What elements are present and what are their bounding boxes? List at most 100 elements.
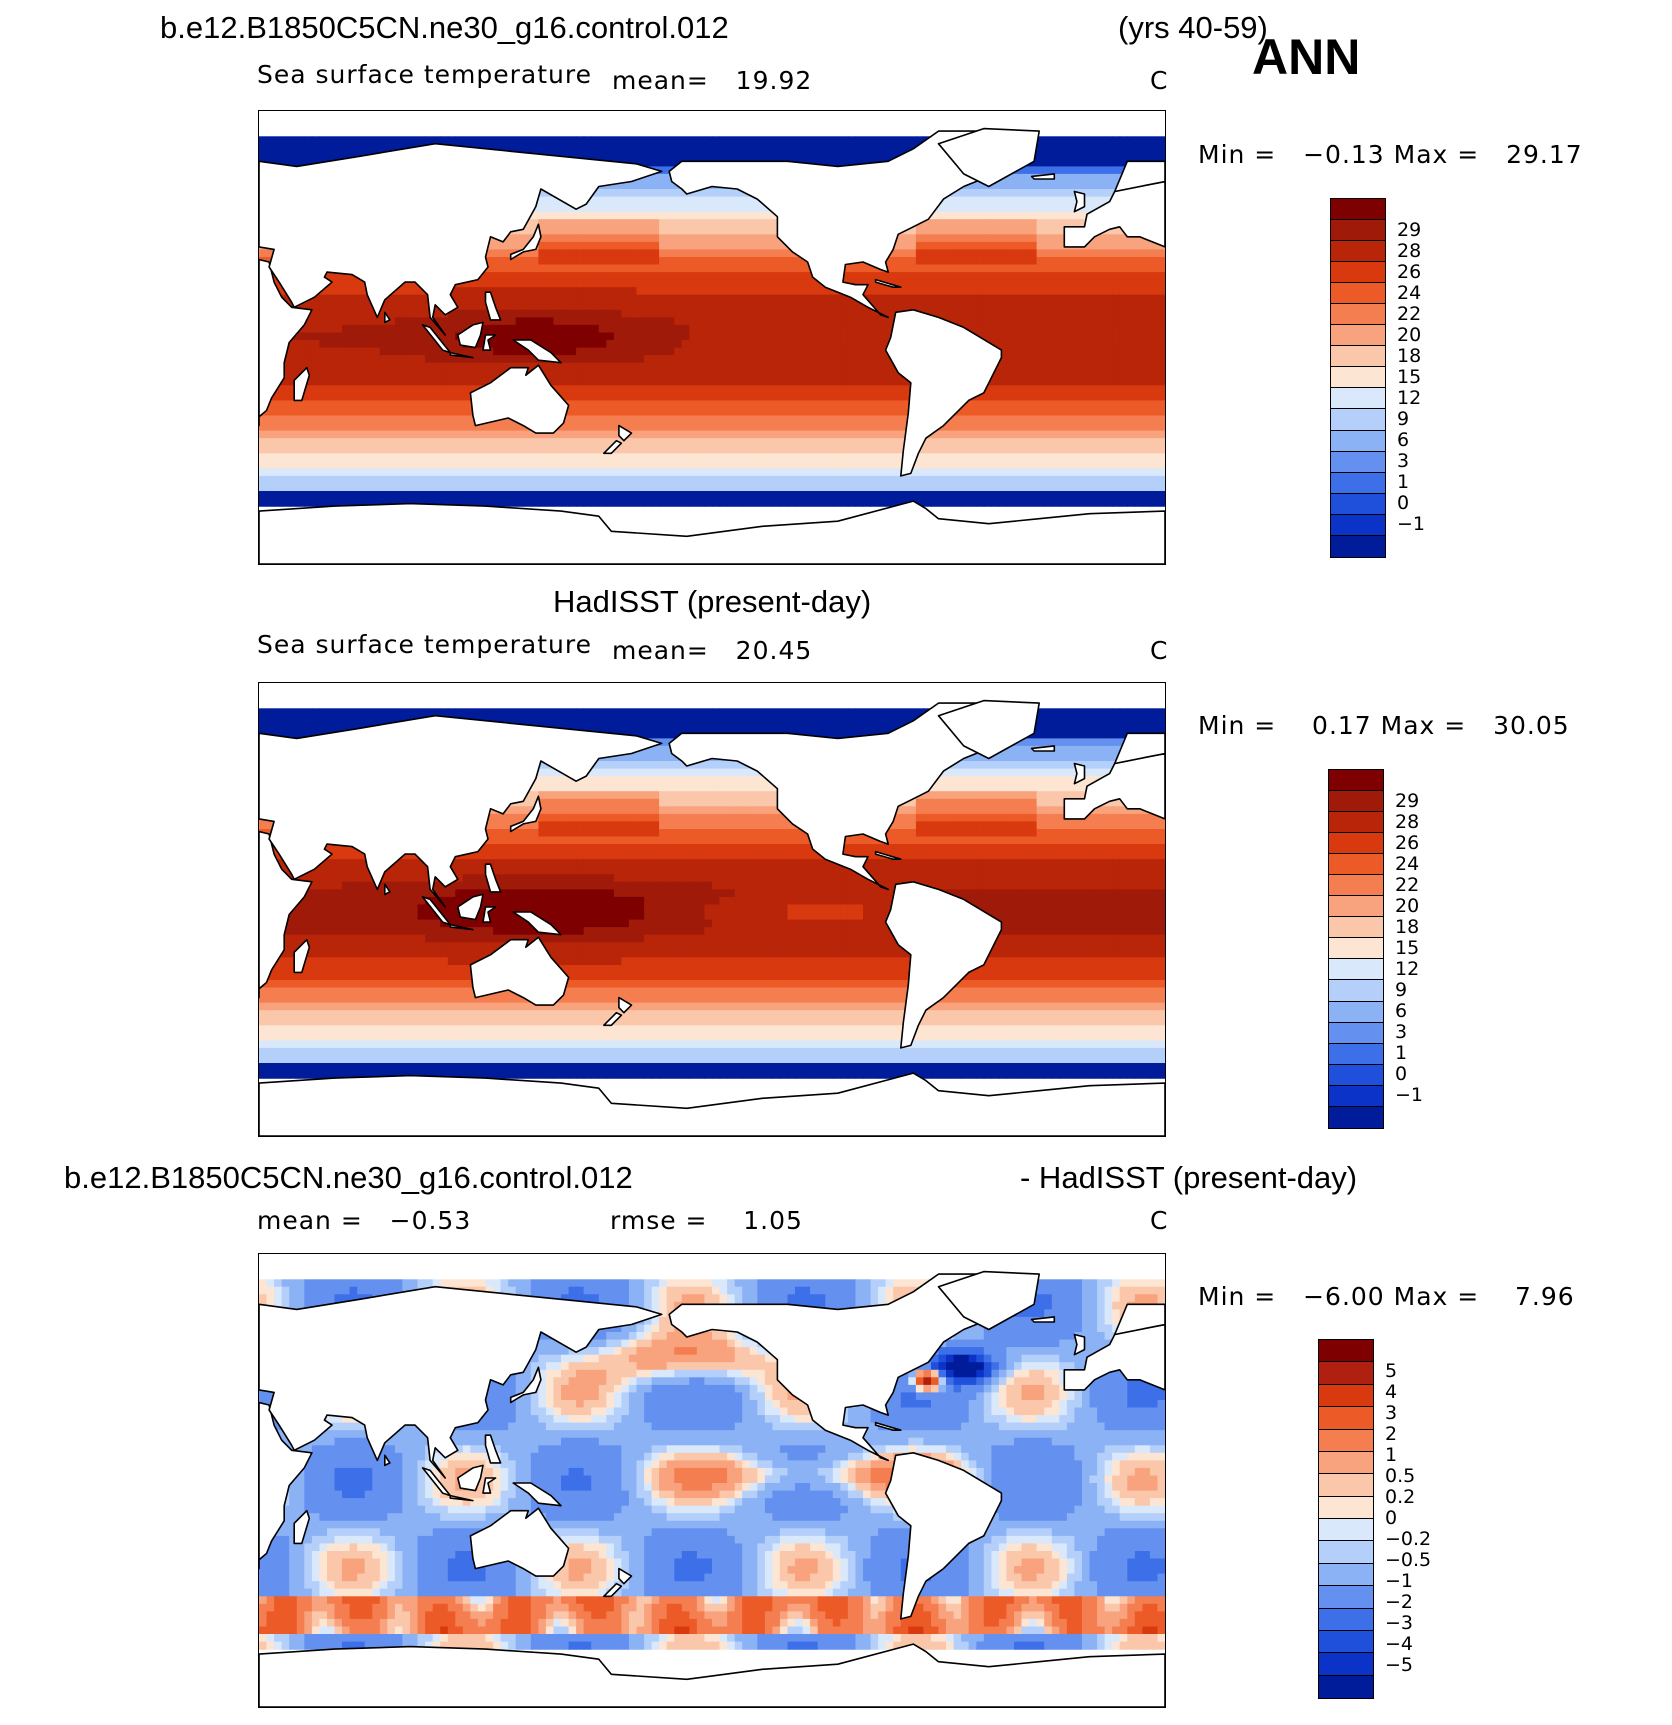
field-cell: [810, 377, 819, 386]
field-cell: [462, 415, 471, 424]
field-cell: [810, 423, 819, 432]
field-cell: [583, 226, 592, 235]
field-cell: [410, 324, 419, 334]
field-cell: [666, 317, 675, 326]
field-cell: [878, 362, 887, 371]
field-cell: [636, 181, 645, 190]
field-cell: [870, 385, 879, 394]
field-cell: [704, 445, 713, 454]
field-cell: [576, 309, 585, 318]
field-cell: [553, 257, 562, 266]
field-cell: [1021, 317, 1030, 326]
field-cell: [636, 219, 645, 228]
field-cell: [1006, 257, 1015, 266]
field-cell: [968, 264, 977, 273]
field-cell: [364, 370, 373, 379]
field-cell: [659, 324, 668, 334]
field-cell: [1066, 415, 1076, 424]
field-cell: [576, 136, 585, 145]
field-cell: [628, 302, 638, 311]
field-cell: [840, 347, 849, 356]
field-cell: [440, 430, 449, 439]
field-cell: [1089, 196, 1098, 205]
field-cell: [1082, 392, 1091, 402]
field-cell: [1029, 302, 1038, 311]
field-cell: [983, 226, 992, 235]
field-cell: [885, 423, 894, 432]
field-cell: [1074, 392, 1083, 402]
field-cell: [576, 143, 585, 152]
field-cell: [455, 408, 464, 417]
field-cell: [349, 400, 358, 409]
field-cell: [568, 355, 577, 364]
field-cell: [946, 257, 955, 266]
field-cell: [447, 370, 456, 379]
field-cell: [1066, 166, 1076, 175]
field-cell: [953, 309, 962, 318]
field-cell: [470, 423, 479, 432]
field-cell: [681, 324, 690, 334]
field-cell: [1097, 408, 1106, 417]
field-cell: [878, 400, 887, 409]
field-cell: [598, 196, 607, 205]
field-cell: [878, 377, 887, 386]
field-cell: [493, 362, 502, 371]
field-cell: [598, 377, 607, 386]
field-cell: [795, 136, 804, 145]
field-cell: [394, 385, 404, 394]
field-cell: [523, 272, 532, 281]
field-cell: [1014, 385, 1023, 394]
field-cell: [1134, 279, 1143, 288]
field-cell: [508, 302, 517, 311]
field-cell: [311, 362, 321, 371]
field-cell: [704, 294, 713, 303]
field-cell: [357, 377, 366, 386]
field-cell: [983, 279, 992, 288]
field-cell: [764, 332, 774, 341]
field-cell: [983, 400, 992, 409]
field-cell: [779, 309, 789, 318]
field-cell: [900, 392, 909, 402]
field-cell: [591, 362, 600, 371]
field-cell: [515, 355, 524, 364]
field-cell: [485, 377, 494, 386]
field-cell: [304, 415, 313, 424]
field-cell: [1036, 324, 1045, 334]
field-cell: [764, 234, 774, 243]
field-cell: [727, 324, 736, 334]
field-cell: [1134, 400, 1143, 409]
field-cell: [1066, 158, 1076, 167]
field-cell: [402, 385, 411, 394]
field-cell: [779, 423, 789, 432]
field-cell: [878, 302, 887, 311]
field-cell: [704, 196, 713, 205]
field-cell: [576, 400, 585, 409]
field-cell: [961, 408, 970, 417]
field-cell: [1104, 234, 1113, 243]
field-cell: [493, 430, 502, 439]
field-cell: [779, 392, 789, 402]
field-cell: [394, 408, 404, 417]
field-cell: [561, 211, 570, 220]
field-cell: [802, 438, 811, 447]
field-cell: [772, 226, 781, 235]
field-cell: [931, 264, 940, 273]
field-cell: [1074, 317, 1083, 326]
field-cell: [893, 264, 902, 273]
field-cell: [817, 355, 826, 364]
field-cell: [840, 340, 849, 349]
field-cell: [432, 392, 441, 402]
field-cell: [636, 385, 645, 394]
field-cell: [832, 302, 841, 311]
field-cell: [659, 287, 668, 296]
field-cell: [953, 279, 962, 288]
field-cell: [1149, 287, 1159, 296]
field-cell: [500, 264, 509, 273]
field-cell: [681, 257, 690, 266]
field-cell: [1089, 241, 1098, 251]
field-cell: [598, 241, 607, 251]
field-cell: [349, 377, 358, 386]
field-cell: [1029, 257, 1038, 266]
field-cell: [576, 234, 585, 243]
field-cell: [772, 385, 781, 394]
